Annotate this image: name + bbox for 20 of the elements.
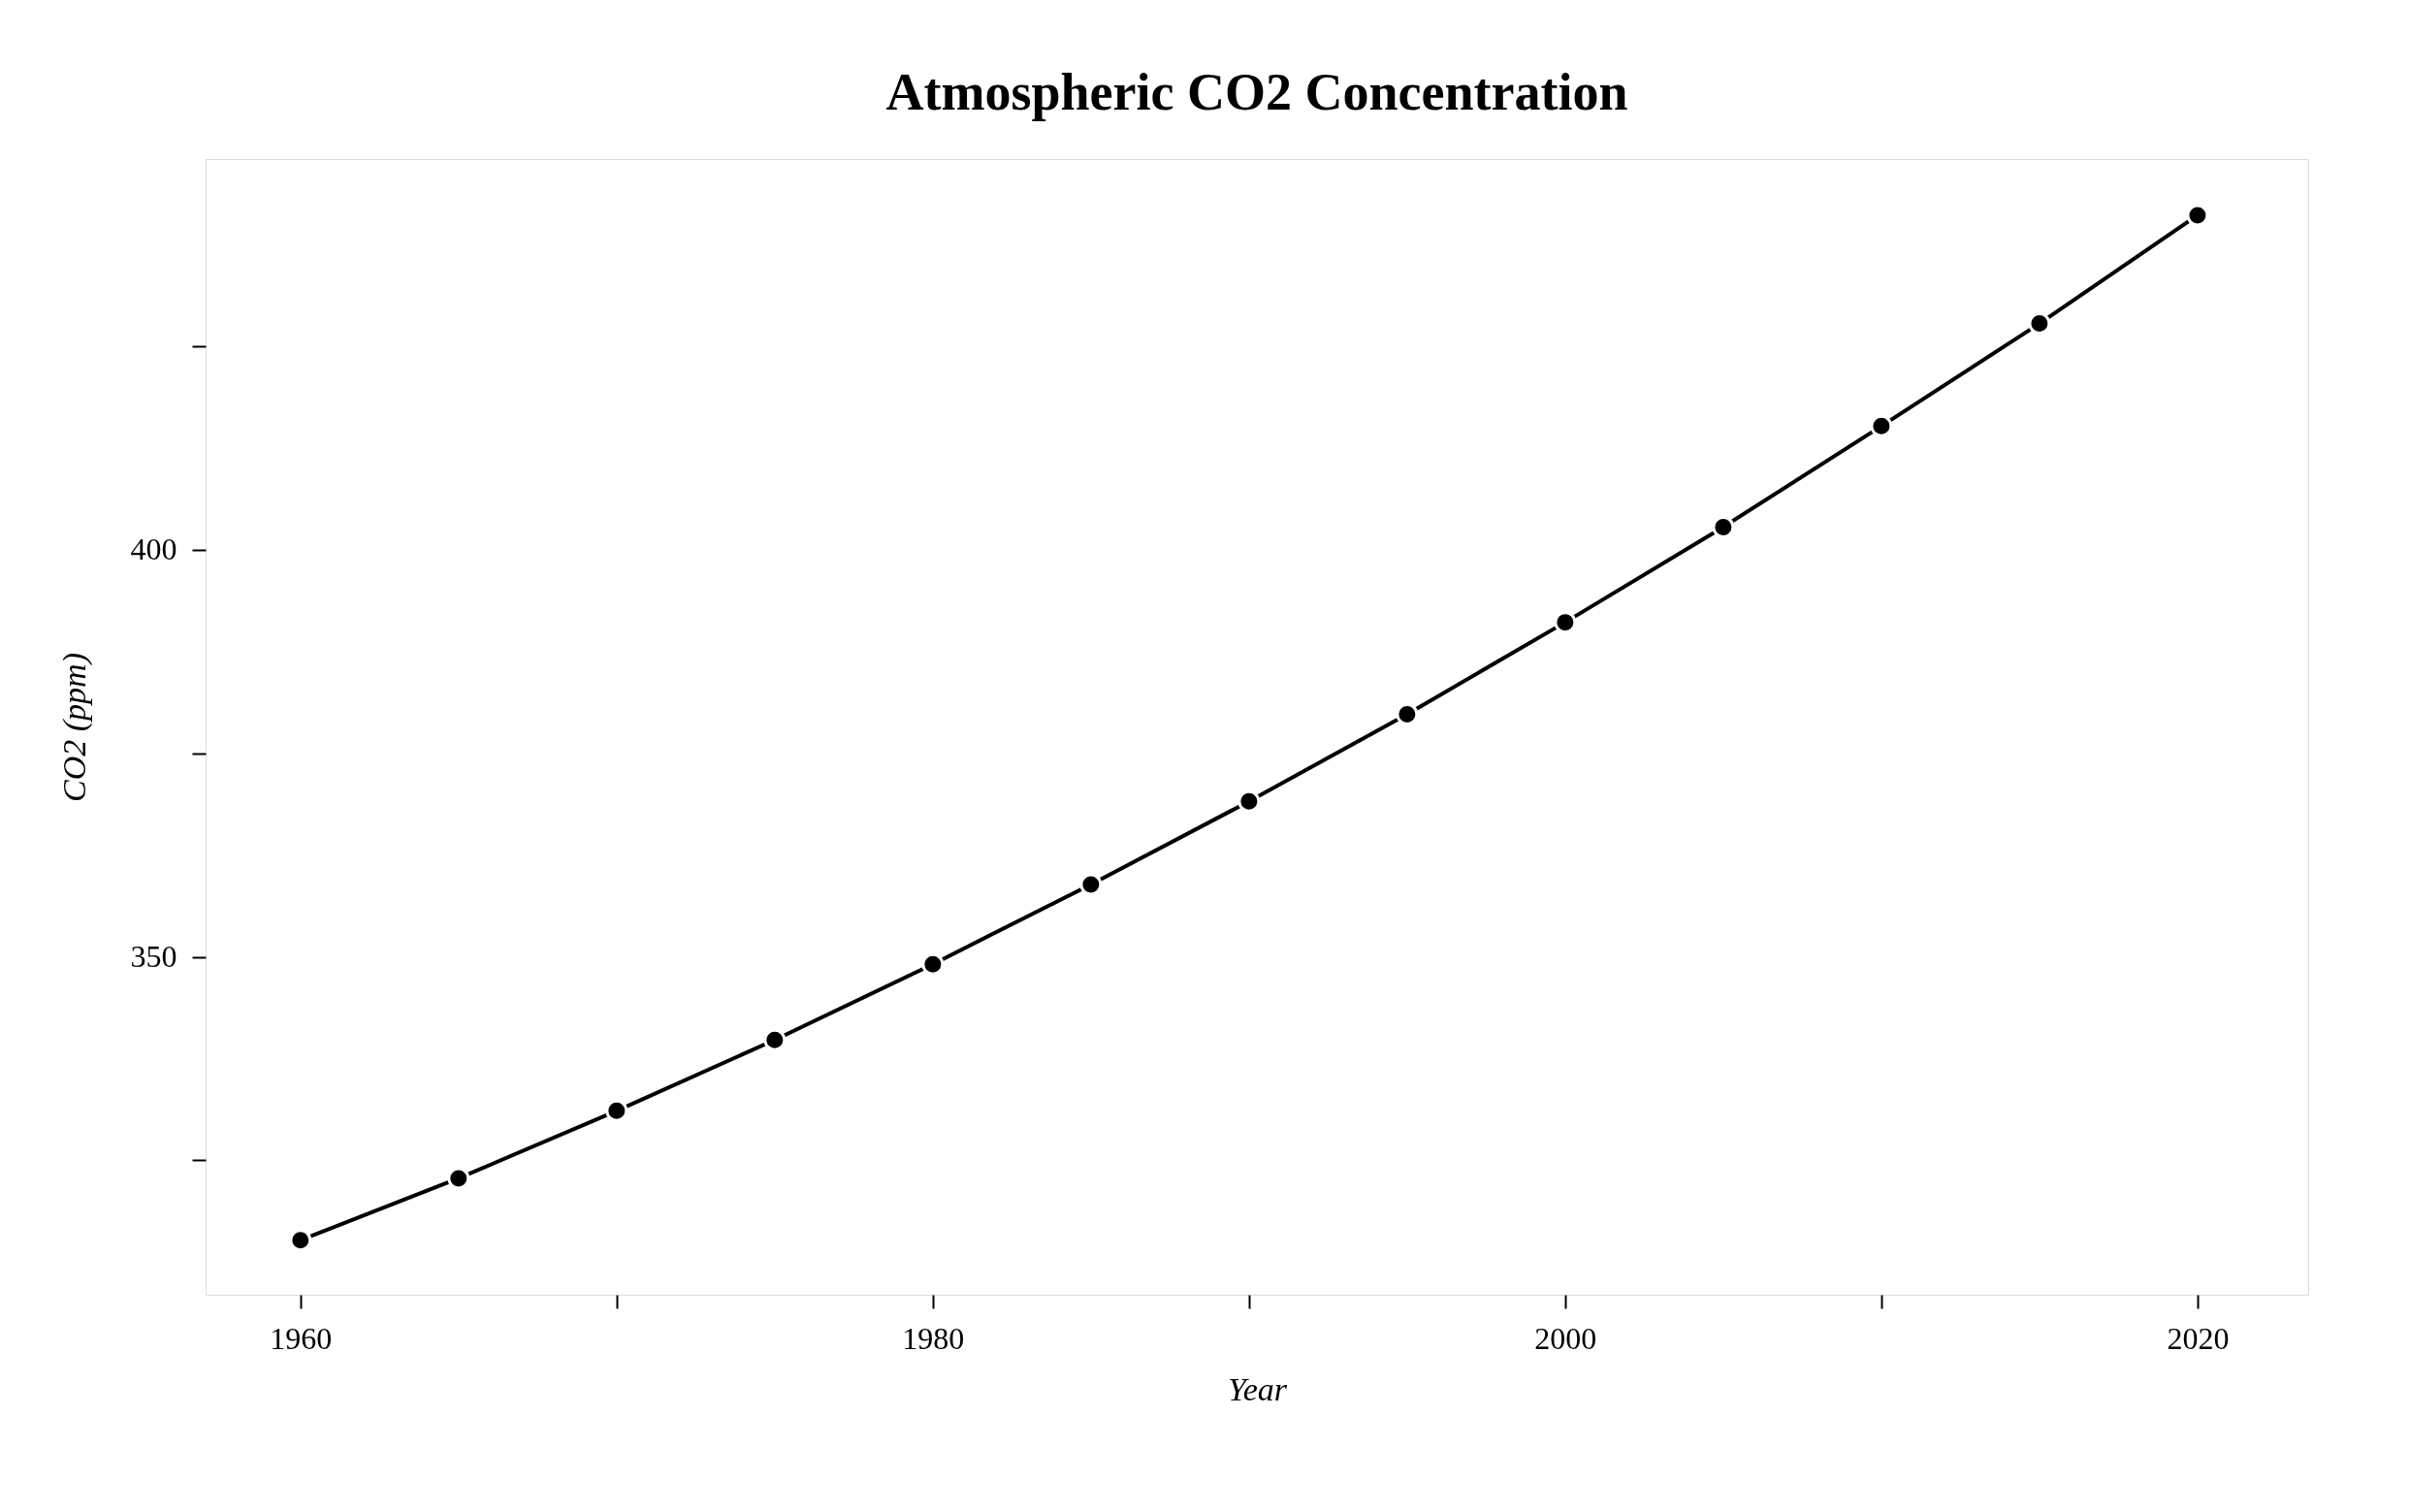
x-tick-label: 2000 — [1534, 1320, 1597, 1356]
chart-title: Atmospheric CO2 Concentration — [885, 63, 1628, 121]
point — [605, 1099, 628, 1122]
point — [1870, 414, 1893, 437]
y-axis-title: CO2 (ppm) — [55, 653, 93, 802]
point — [1396, 703, 1419, 725]
x-tick-label: 1960 — [270, 1320, 333, 1356]
x-tick-label: 2020 — [2167, 1320, 2230, 1356]
y-tick-label: 350 — [130, 939, 177, 975]
point — [1238, 789, 1261, 813]
point — [921, 952, 945, 976]
point — [447, 1167, 470, 1190]
point — [289, 1229, 312, 1252]
y-tick-label: 400 — [130, 531, 177, 567]
x-tick-label: 1980 — [902, 1320, 965, 1356]
point — [1554, 611, 1577, 634]
x-axis-title: Year — [1227, 1370, 1288, 1407]
point — [2186, 204, 2209, 227]
point — [1079, 873, 1103, 896]
point — [763, 1028, 787, 1051]
